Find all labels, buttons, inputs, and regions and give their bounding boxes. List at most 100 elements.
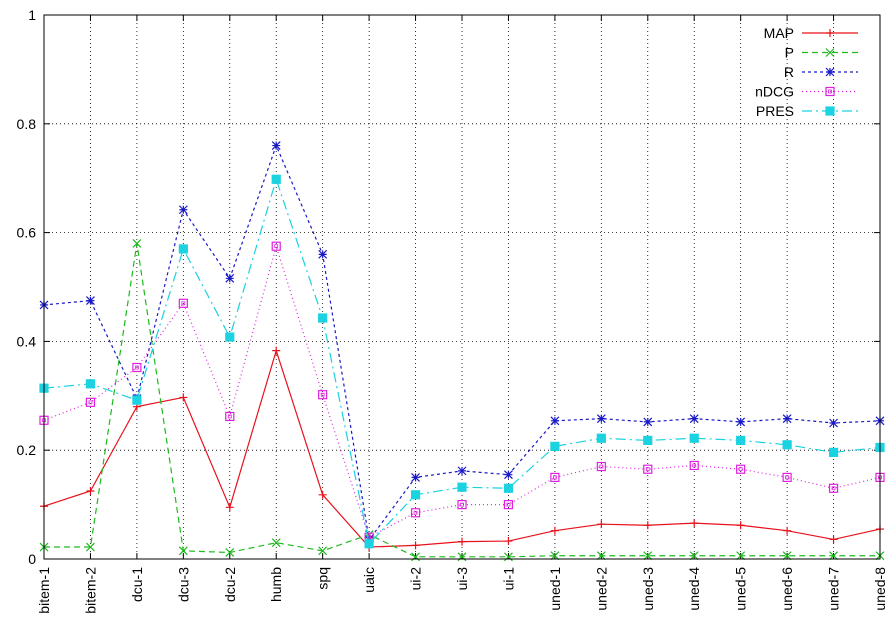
data-point-ndcg xyxy=(736,464,746,474)
data-point-r xyxy=(643,417,653,427)
data-point-ndcg xyxy=(550,472,560,482)
data-point-r xyxy=(782,414,792,424)
y-axis: 0 0.2 0.4 0.6 0.8 1 xyxy=(17,7,880,567)
data-point-pres xyxy=(410,490,421,500)
data-point-map xyxy=(504,537,513,546)
data-point-p xyxy=(643,551,653,561)
x-tick-label: ui-2 xyxy=(408,567,424,591)
data-point-map xyxy=(690,519,699,528)
data-point-r xyxy=(318,249,328,259)
data-point-ndcg xyxy=(318,390,328,400)
data-point-map xyxy=(225,503,234,512)
data-point-pres xyxy=(178,244,188,254)
data-point-ndcg-inner xyxy=(413,510,418,515)
data-point-ndcg xyxy=(178,298,188,308)
data-point-r xyxy=(689,414,699,424)
x-tick-label: uned-3 xyxy=(640,567,656,611)
data-point-pres xyxy=(736,435,746,446)
data-point-r xyxy=(271,141,281,150)
data-point-pres xyxy=(271,174,281,184)
data-point-ndcg-inner xyxy=(506,502,511,507)
legend-marker-ndcg-inner xyxy=(828,89,832,94)
data-point-map xyxy=(783,526,792,535)
legend-label-r: R xyxy=(784,64,794,80)
data-point-ndcg xyxy=(828,483,839,493)
data-point-ndcg xyxy=(132,362,142,373)
x-tick-label: uned-4 xyxy=(686,567,702,611)
data-point-p xyxy=(318,546,328,556)
x-tick-label: uned-8 xyxy=(872,567,888,611)
x-tick-label: spq xyxy=(315,567,331,590)
data-point-pres xyxy=(782,440,792,450)
data-point-p xyxy=(689,551,699,561)
data-point-r xyxy=(504,470,513,480)
data-point-pres xyxy=(689,433,699,443)
x-tick-label: uned-5 xyxy=(733,567,749,611)
data-point-map xyxy=(458,537,466,546)
data-point-r xyxy=(86,296,95,306)
data-point-ndcg xyxy=(410,508,421,518)
data-point-ndcg-inner xyxy=(460,502,464,507)
data-point-r xyxy=(178,205,188,215)
x-tick-label: dcu-2 xyxy=(222,567,238,602)
plot-frame xyxy=(43,14,881,560)
data-point-map xyxy=(643,521,652,530)
data-point-r xyxy=(411,472,420,482)
data-point-map xyxy=(829,535,838,544)
data-point-r xyxy=(225,273,235,283)
data-point-ndcg-inner xyxy=(692,463,697,468)
legend-marker-r xyxy=(825,67,835,77)
data-point-pres xyxy=(596,433,606,443)
series-ndcg xyxy=(39,241,885,542)
x-tick-label: uned-7 xyxy=(826,567,842,611)
legend-marker-pres xyxy=(825,106,835,116)
data-point-ndcg xyxy=(85,397,96,407)
data-point-ndcg-inner xyxy=(88,400,93,405)
data-point-pres xyxy=(364,539,374,549)
y-tick-label: 0.6 xyxy=(17,225,37,241)
y-tick-label: 1 xyxy=(28,7,36,23)
data-point-p xyxy=(736,551,746,561)
data-point-map xyxy=(736,521,745,530)
data-point-ndcg-inner xyxy=(599,464,604,469)
data-point-pres xyxy=(643,435,653,446)
data-point-ndcg-inner xyxy=(274,244,279,249)
legend-marker-map xyxy=(826,29,834,37)
data-point-p xyxy=(178,546,188,556)
data-point-ndcg xyxy=(643,464,653,474)
data-point-ndcg-inner xyxy=(785,475,790,480)
y-tick-label: 0 xyxy=(28,551,36,567)
x-tick-label: humb xyxy=(268,567,284,602)
data-point-map xyxy=(411,541,420,550)
data-point-ndcg xyxy=(596,461,606,472)
data-point-r xyxy=(829,418,838,428)
data-point-p xyxy=(225,548,235,557)
legend-label-ndcg: nDCG xyxy=(755,84,794,100)
data-point-ndcg-inner xyxy=(645,467,650,472)
data-point-r xyxy=(736,417,746,427)
data-point-map xyxy=(550,526,559,535)
data-point-pres xyxy=(550,441,560,451)
x-tick-label: bitem-1 xyxy=(36,567,52,614)
data-point-p xyxy=(132,239,142,248)
data-point-map xyxy=(86,487,95,495)
data-point-map xyxy=(179,393,188,402)
data-point-p xyxy=(782,551,792,561)
data-point-pres xyxy=(457,482,467,492)
legend-marker-p xyxy=(825,48,835,57)
data-point-p xyxy=(550,551,560,561)
data-point-ndcg xyxy=(503,500,514,510)
x-tick-label: uaic xyxy=(361,567,377,593)
data-point-p xyxy=(86,542,95,552)
plot-series xyxy=(39,141,885,562)
y-tick-label: 0.2 xyxy=(17,442,37,458)
data-point-ndcg xyxy=(782,472,792,482)
x-axis: bitem-1 bitem-2 dcu-1 dcu-3 dcu-2 humb spq uaic… xyxy=(36,15,888,614)
x-tick-label: ui-3 xyxy=(454,567,470,591)
y-tick-label: 0.4 xyxy=(17,333,37,349)
x-tick-label: uned-1 xyxy=(547,567,563,611)
data-point-map xyxy=(597,520,606,529)
data-point-pres xyxy=(318,313,328,323)
